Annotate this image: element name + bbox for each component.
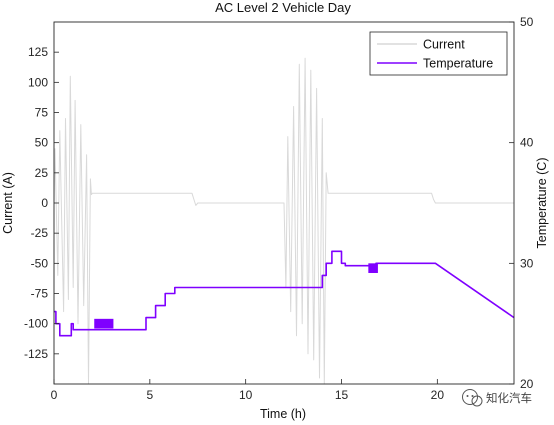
left-y-tick-label: -50 bbox=[31, 256, 49, 270]
right-y-tick-label: 30 bbox=[520, 256, 534, 270]
current-line bbox=[53, 57, 514, 385]
left-y-tick-label: -75 bbox=[31, 287, 49, 301]
right-y-axis-ticks: 20 30 40 50 bbox=[509, 15, 534, 391]
left-y-tick-label: 0 bbox=[41, 196, 48, 210]
x-axis-ticks: 0 5 10 15 20 bbox=[51, 379, 445, 402]
left-y-tick-label: -25 bbox=[31, 226, 49, 240]
watermark: 知化汽车 bbox=[462, 389, 532, 407]
temperature-block-1 bbox=[368, 263, 378, 273]
temperature-block-0 bbox=[94, 318, 114, 329]
x-tick-label: 20 bbox=[431, 388, 445, 402]
x-tick-label: 0 bbox=[51, 388, 58, 402]
right-y-tick-label: 20 bbox=[520, 377, 534, 391]
chart-title: AC Level 2 Vehicle Day bbox=[215, 0, 351, 15]
watermark-text: 知化汽车 bbox=[486, 391, 532, 405]
left-y-tick-label: 75 bbox=[35, 106, 49, 120]
temperature-blocks bbox=[94, 263, 378, 329]
legend-current-label: Current bbox=[423, 38, 465, 52]
right-y-tick-label: 50 bbox=[520, 15, 534, 29]
wechat-icon bbox=[471, 395, 483, 407]
left-y-axis-label: Current (A) bbox=[1, 172, 15, 234]
legend-temperature-label: Temperature bbox=[423, 57, 493, 71]
x-tick-label: 5 bbox=[146, 388, 153, 402]
x-axis-label: Time (h) bbox=[260, 407, 306, 421]
left-y-axis-ticks: -125 -100 -75 -50 -25 0 25 50 75 100 125 bbox=[24, 45, 59, 361]
right-y-tick-label: 40 bbox=[520, 136, 534, 150]
left-y-tick-label: -125 bbox=[24, 347, 48, 361]
temperature-line bbox=[54, 250, 515, 337]
left-y-tick-label: -100 bbox=[24, 317, 48, 331]
left-y-tick-label: 125 bbox=[28, 45, 48, 59]
x-tick-label: 15 bbox=[335, 388, 349, 402]
x-tick-label: 10 bbox=[239, 388, 253, 402]
legend: Current Temperature bbox=[369, 31, 508, 76]
right-y-axis-label: Temperature (C) bbox=[535, 158, 549, 249]
left-y-tick-label: 50 bbox=[35, 136, 49, 150]
left-y-tick-label: 100 bbox=[28, 75, 48, 89]
legend-box bbox=[369, 31, 508, 76]
temperature-series bbox=[54, 250, 515, 337]
left-y-tick-label: 25 bbox=[35, 166, 49, 180]
current-series bbox=[53, 57, 514, 385]
